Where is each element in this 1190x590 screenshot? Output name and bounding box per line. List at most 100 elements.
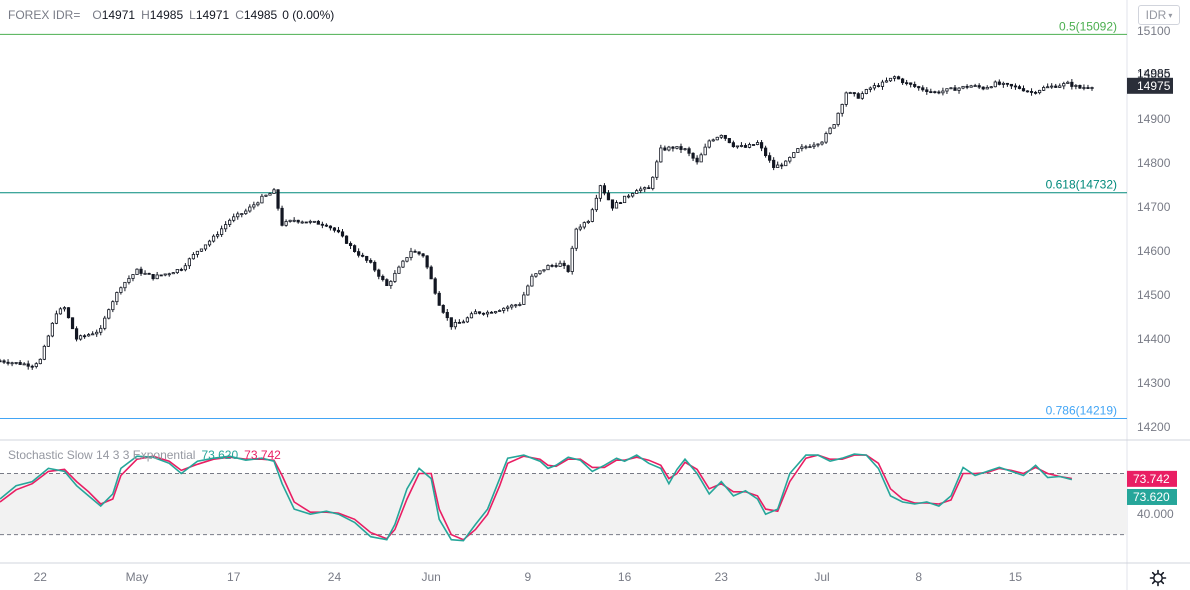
- candle-body: [997, 81, 1001, 85]
- candle-body: [727, 138, 731, 144]
- gear-icon[interactable]: [1149, 569, 1167, 587]
- candle-body: [187, 258, 191, 267]
- candle-body: [38, 358, 42, 365]
- candle-body: [22, 363, 26, 366]
- time-tick-9: 8: [915, 570, 922, 584]
- candle-body: [804, 146, 808, 149]
- price-tick-2: 14900: [1137, 112, 1171, 126]
- candle-body: [868, 87, 872, 90]
- price-tick-4: 14700: [1137, 200, 1171, 214]
- candle-body: [570, 247, 574, 272]
- chevron-down-icon: ▾: [1168, 10, 1173, 20]
- candle-body: [776, 164, 780, 168]
- candle-body: [594, 197, 598, 211]
- candle-body: [1082, 87, 1086, 89]
- candle-body: [348, 243, 353, 247]
- currency-label: IDR: [1145, 8, 1167, 22]
- candle-body: [449, 317, 453, 328]
- time-tick-7: 23: [715, 570, 729, 584]
- candle-body: [808, 146, 812, 149]
- candle-body: [618, 202, 623, 204]
- candle-body: [711, 139, 715, 142]
- time-tick-10: 15: [1009, 570, 1023, 584]
- close-label: C: [235, 8, 244, 22]
- candle-body: [131, 274, 135, 279]
- candle-body: [494, 311, 498, 314]
- candle-body: [276, 189, 280, 209]
- candle-body: [477, 311, 482, 314]
- candle-body: [199, 248, 204, 252]
- candle-body: [413, 250, 417, 253]
- candle-body: [699, 154, 703, 163]
- candle-body: [546, 265, 550, 271]
- candle-body: [163, 273, 167, 276]
- fib-retracement-levels: 0.5(15092) 0.618(14732) 0.786(14219): [0, 19, 1127, 419]
- candle-body: [518, 304, 522, 306]
- candle-body: [784, 160, 788, 167]
- candle-body: [417, 251, 421, 255]
- candle-body: [683, 148, 687, 151]
- candle-body: [627, 195, 631, 198]
- candle-body: [848, 92, 852, 94]
- candle-body: [211, 235, 216, 242]
- open-value: 14971: [101, 8, 136, 22]
- candle-body: [215, 234, 220, 237]
- time-axis: 22 May 17 24 Jun 9 16 23 Jul 8 15: [34, 570, 1023, 584]
- candle-body: [244, 210, 248, 215]
- candle-body: [308, 220, 312, 223]
- candle-body: [264, 194, 268, 197]
- candle-body: [401, 260, 405, 268]
- last-price-label: 14975: [1137, 79, 1171, 93]
- candle-body: [937, 91, 941, 94]
- fib-label-2: 0.786(14219): [1046, 403, 1117, 417]
- candle-body: [252, 204, 256, 208]
- candle-body: [514, 304, 518, 307]
- candle-body: [566, 265, 570, 272]
- candle-body: [357, 251, 361, 256]
- candle-body: [1070, 81, 1074, 87]
- candle-body: [320, 223, 324, 226]
- candle-body: [602, 185, 607, 194]
- candle-body: [284, 221, 288, 226]
- candle-body: [260, 195, 264, 204]
- time-tick-2: 17: [227, 570, 241, 584]
- candle-body: [981, 86, 985, 90]
- candle-body: [155, 274, 159, 280]
- candle-body: [973, 85, 977, 87]
- candle-body: [1017, 86, 1022, 89]
- candle-body: [659, 147, 663, 163]
- candle-body: [582, 222, 586, 228]
- candle-body: [1029, 91, 1034, 93]
- candle-body: [622, 195, 627, 204]
- candle-body: [606, 192, 611, 201]
- stochastic-d-badge: [1127, 470, 1177, 487]
- time-tick-0: 22: [34, 570, 48, 584]
- currency-button[interactable]: IDR ▾: [1138, 5, 1180, 25]
- candle-body: [473, 311, 478, 315]
- candle-body: [268, 193, 272, 196]
- candle-body: [792, 152, 796, 158]
- candle-body: [159, 274, 163, 277]
- candle-body: [288, 219, 292, 222]
- candle-body: [377, 269, 381, 277]
- candle-body: [123, 281, 127, 289]
- high-label: H: [141, 8, 150, 22]
- candle-body: [510, 304, 514, 308]
- candle-body: [167, 273, 171, 276]
- candle-body: [256, 202, 260, 206]
- candle-body: [647, 187, 651, 190]
- candle-body: [0, 360, 2, 363]
- candle-body: [578, 226, 582, 230]
- candle-body: [139, 268, 143, 274]
- candle-body: [336, 229, 341, 233]
- candle-body: [151, 273, 155, 280]
- candle-body: [485, 311, 490, 315]
- candle-body: [175, 269, 179, 274]
- candle-body: [1090, 87, 1094, 89]
- low-label: L: [189, 8, 196, 22]
- candle-body: [796, 148, 800, 153]
- candle-body: [381, 275, 385, 281]
- candle-body: [1086, 87, 1090, 89]
- stochastic-k-line: [0, 453, 1073, 542]
